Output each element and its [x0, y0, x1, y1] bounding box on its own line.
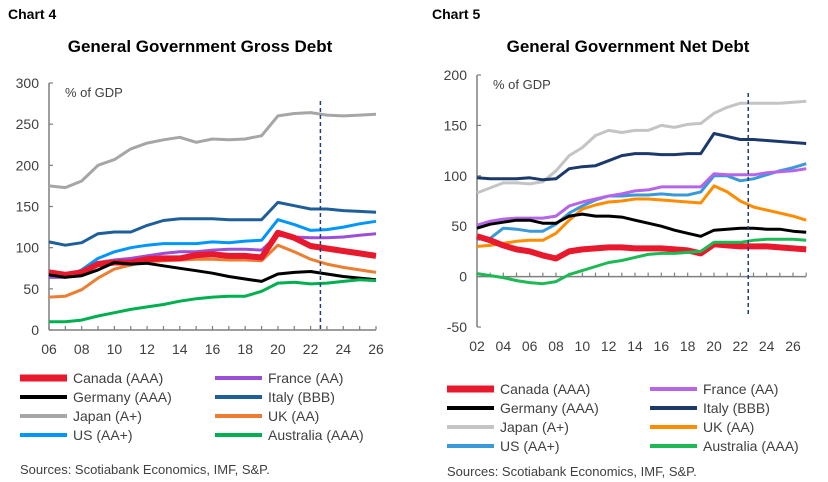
series-line-uk: [476, 184, 807, 248]
legend-label: Germany (AAA): [73, 389, 172, 405]
legend-label: US (AA+): [73, 427, 133, 443]
x-tick-label: 22: [733, 338, 749, 354]
y-tick-label: 200: [444, 67, 468, 83]
y-tick-label: 150: [16, 199, 40, 215]
y-tick-label: -50: [447, 319, 467, 335]
x-tick-label: 16: [205, 341, 221, 357]
x-tick-label: 02: [469, 338, 485, 354]
x-tick-label: 18: [237, 341, 253, 357]
series-line-canada: [48, 229, 377, 278]
y-tick-label: 50: [451, 218, 467, 234]
x-tick-label: 10: [107, 341, 123, 357]
x-tick-label: 26: [368, 341, 384, 357]
y-tick-label: 0: [459, 269, 467, 285]
chart-title: General Government Net Debt: [507, 37, 750, 56]
series-line-germany: [48, 261, 377, 283]
legend-label: Italy (BBB): [268, 389, 335, 405]
x-tick-label: 10: [575, 338, 591, 354]
x-tick-label: 26: [785, 338, 801, 354]
series-line-australia: [476, 237, 807, 286]
unit-label: % of GDP: [493, 77, 551, 92]
x-tick-label: 12: [139, 341, 155, 357]
y-tick-label: 250: [16, 116, 40, 132]
legend-label: Germany (AAA): [500, 400, 599, 416]
x-tick-label: 20: [270, 341, 286, 357]
y-tick-label: 0: [31, 322, 39, 338]
series-line-canada: [476, 233, 807, 262]
chart-label: Chart 5: [432, 6, 480, 22]
series-line-japan: [476, 99, 807, 195]
x-tick-label: 08: [74, 341, 90, 357]
series-line-australia: [49, 278, 377, 324]
series-line-uk: [48, 243, 377, 299]
series-line-us: [49, 218, 377, 279]
series-line-us: [476, 162, 807, 241]
legend-label: Australia (AAA): [703, 438, 799, 454]
x-tick-label: 14: [627, 338, 643, 354]
x-tick-label: 06: [522, 338, 538, 354]
legend-label: France (AA): [703, 381, 778, 397]
legend-label: France (AA): [268, 370, 343, 386]
y-tick-label: 300: [16, 75, 40, 91]
series-line-japan: [48, 111, 377, 190]
y-tick-label: 150: [444, 117, 468, 133]
x-tick-label: 14: [172, 341, 188, 357]
legend-label: Japan (A+): [73, 408, 142, 424]
legend-label: Australia (AAA): [268, 427, 364, 443]
unit-label: % of GDP: [65, 85, 123, 100]
x-tick-label: 08: [548, 338, 564, 354]
y-tick-label: 200: [16, 157, 40, 173]
legend-label: UK (AA): [703, 419, 754, 435]
legend-label: Canada (AAA): [500, 381, 590, 397]
x-tick-label: 24: [336, 341, 352, 357]
y-tick-label: 100: [444, 168, 468, 184]
x-tick-label: 06: [41, 341, 57, 357]
y-tick-label: 50: [23, 281, 39, 297]
source-note: Sources: Scotiabank Economics, IMF, S&P.: [447, 464, 697, 479]
x-tick-label: 04: [496, 338, 512, 354]
series-line-italy: [476, 132, 807, 182]
x-tick-label: 18: [680, 338, 696, 354]
x-tick-label: 16: [654, 338, 670, 354]
x-tick-label: 12: [601, 338, 617, 354]
legend-label: Canada (AAA): [73, 370, 163, 386]
legend-label: US (AA+): [500, 438, 560, 454]
x-tick-label: 20: [706, 338, 722, 354]
legend-label: UK (AA): [268, 408, 319, 424]
source-note: Sources: Scotiabank Economics, IMF, S&P.: [20, 462, 270, 477]
legend-label: Italy (BBB): [703, 400, 770, 416]
chart-title: General Government Gross Debt: [68, 37, 333, 56]
chart-label: Chart 4: [8, 6, 56, 22]
series-line-france: [476, 167, 807, 227]
y-tick-label: 100: [16, 240, 40, 256]
series-line-germany: [476, 212, 807, 238]
series-line-italy: [48, 200, 377, 247]
x-tick-label: 22: [303, 341, 319, 357]
legend-label: Japan (A+): [500, 419, 569, 435]
x-tick-label: 24: [759, 338, 775, 354]
